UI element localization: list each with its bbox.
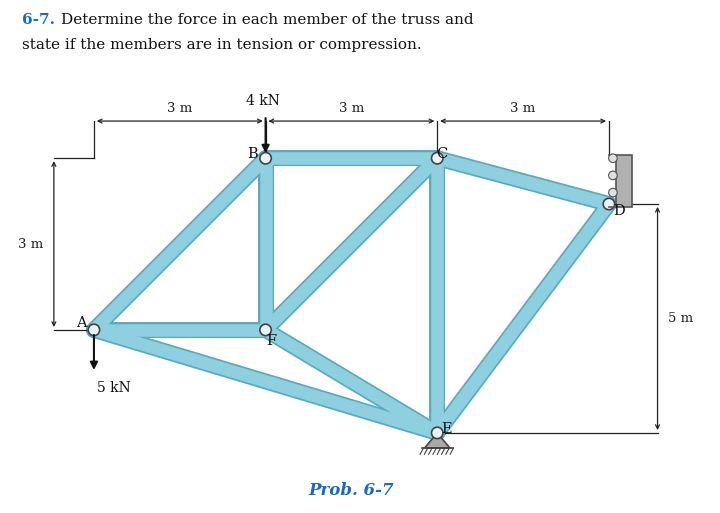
Text: 6-7.: 6-7. <box>22 13 55 27</box>
Circle shape <box>260 152 271 164</box>
Text: 3 m: 3 m <box>510 102 536 115</box>
Circle shape <box>603 199 615 210</box>
Circle shape <box>431 152 443 164</box>
Bar <box>616 155 631 207</box>
Text: B: B <box>248 147 258 161</box>
Circle shape <box>608 188 617 197</box>
Text: Prob. 6-7: Prob. 6-7 <box>309 482 395 499</box>
Circle shape <box>260 324 271 336</box>
Text: 3 m: 3 m <box>18 238 44 250</box>
Text: 3 m: 3 m <box>167 102 192 115</box>
Text: A: A <box>76 316 86 330</box>
Circle shape <box>89 324 99 336</box>
Text: 5 m: 5 m <box>668 312 693 325</box>
Circle shape <box>608 154 617 163</box>
Text: E: E <box>441 423 451 437</box>
Text: C: C <box>436 147 447 161</box>
Text: 3 m: 3 m <box>339 102 364 115</box>
Text: F: F <box>266 334 276 348</box>
Text: D: D <box>613 204 625 218</box>
Text: state if the members are in tension or compression.: state if the members are in tension or c… <box>22 38 421 52</box>
Circle shape <box>608 171 617 180</box>
Text: 5 kN: 5 kN <box>96 381 130 396</box>
Text: 4 kN: 4 kN <box>246 94 279 108</box>
Text: Determine the force in each member of the truss and: Determine the force in each member of th… <box>61 13 474 27</box>
Polygon shape <box>425 433 450 448</box>
Circle shape <box>431 427 443 439</box>
